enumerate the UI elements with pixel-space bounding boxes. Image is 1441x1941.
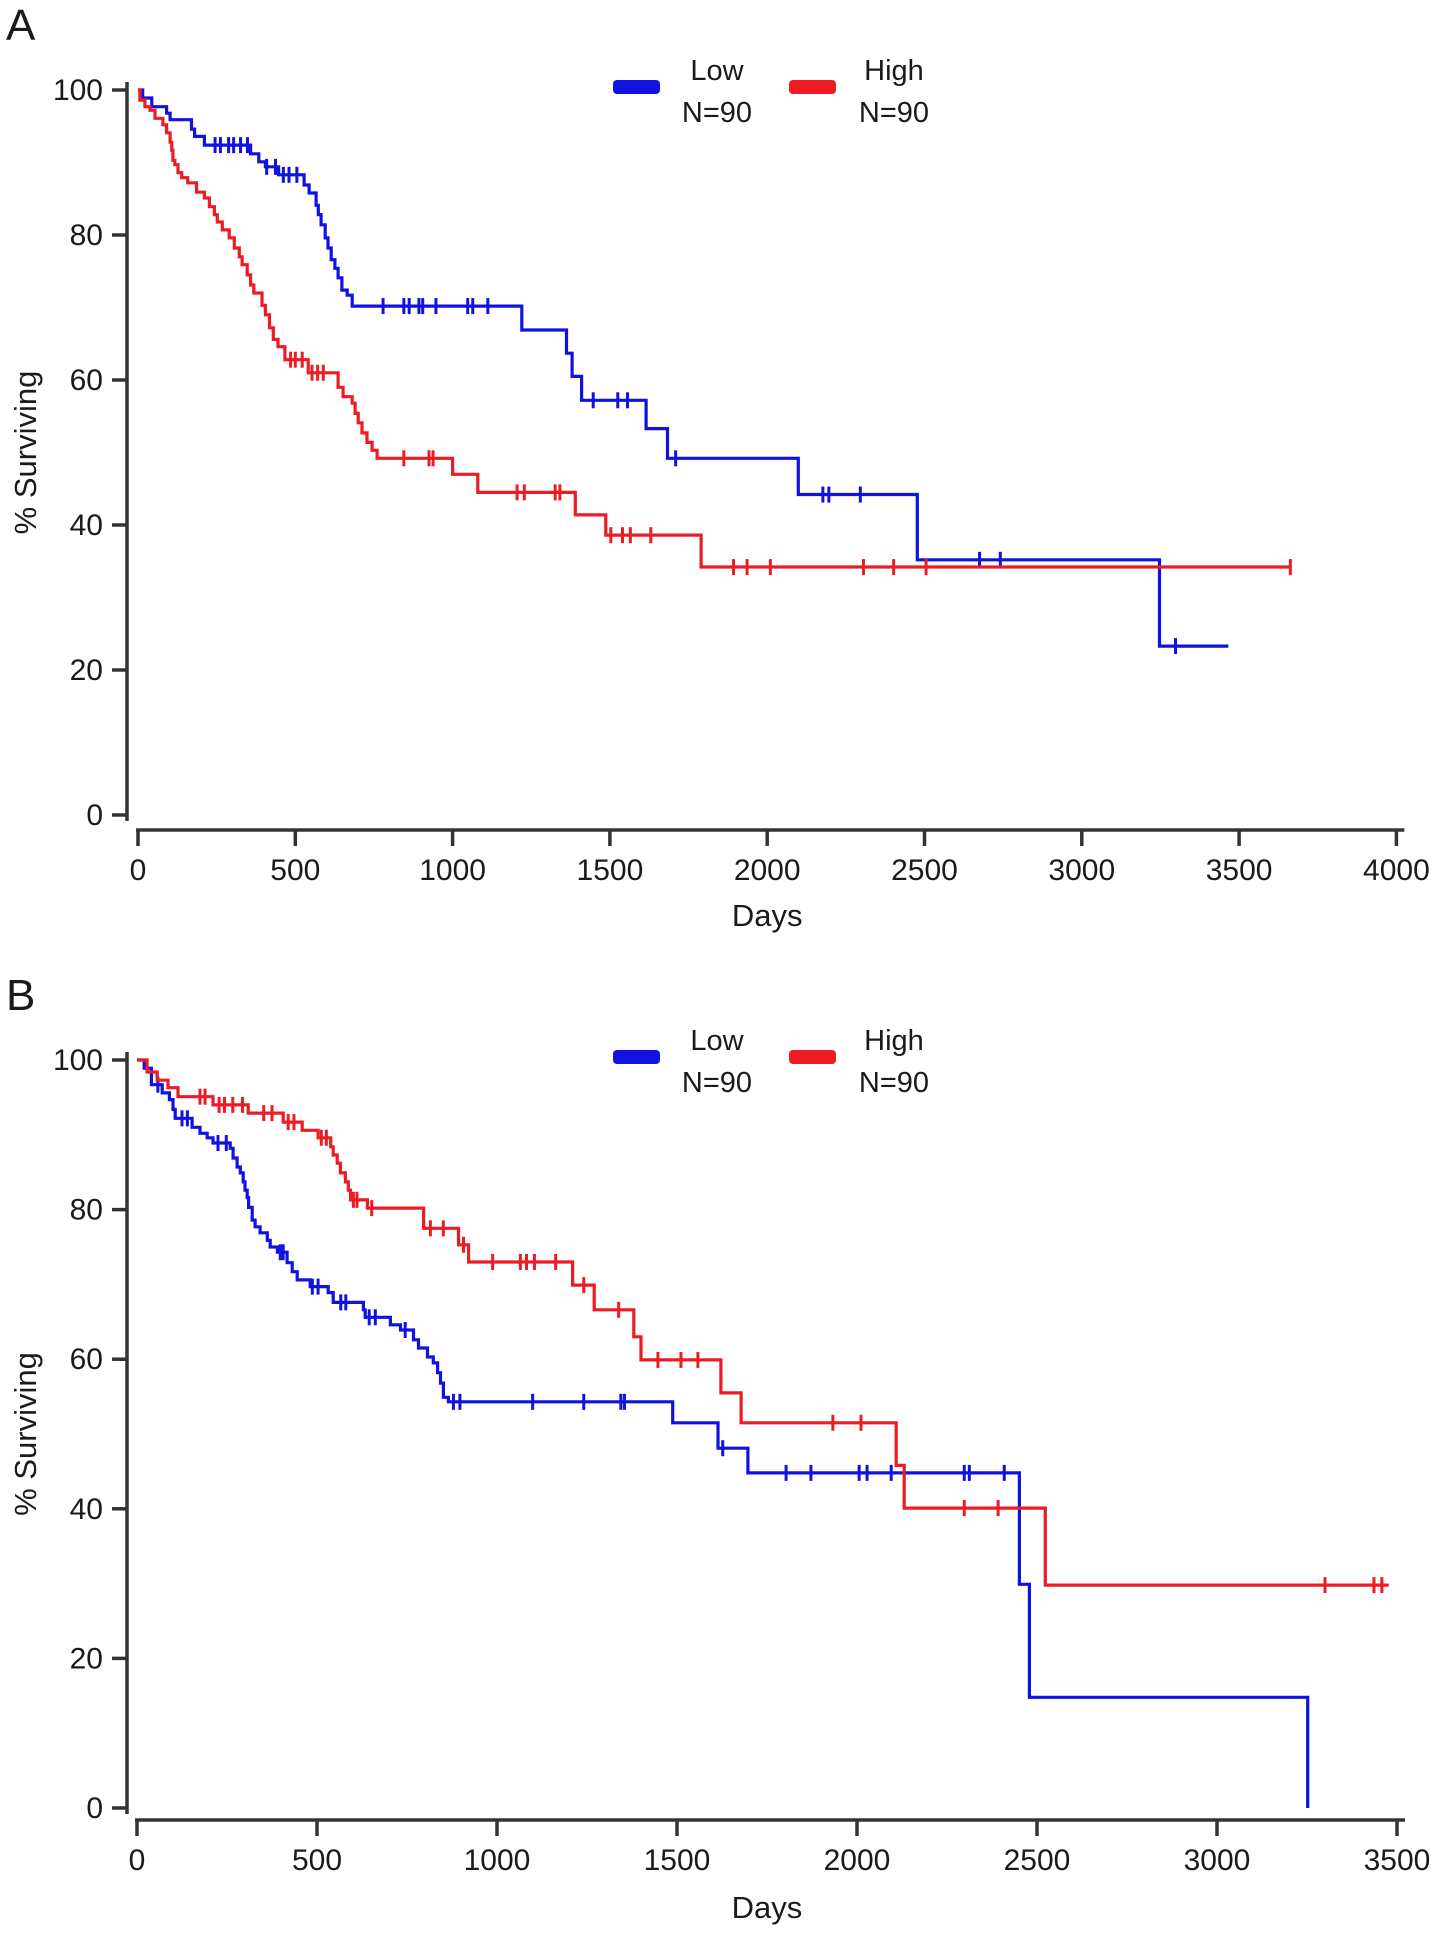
legend-swatch-low [613,1050,660,1064]
x-tick-label: 1500 [644,1844,711,1877]
y-tick-label: 80 [70,1194,103,1227]
panel-a: A 0 20 40 60 80 100 0 500 1000 1500 2000 2500 3000 35… [0,0,1441,970]
x-tick-label: 2500 [1004,1844,1071,1877]
survival-curve-low [137,1058,1310,1808]
x-tick-label: 0 [130,854,147,887]
y-tick-label: 40 [70,1493,103,1526]
survival-curve-high [137,1058,1389,1587]
x-tick-label: 4000 [1363,854,1430,887]
y-tick-label: 60 [70,1343,103,1376]
x-tick-label: 1000 [419,854,486,887]
y-tick-label: 20 [70,1642,103,1675]
x-tick-label: 2500 [891,854,958,887]
y-tick-label: 0 [86,1792,103,1825]
y-tick-label: 100 [53,1044,103,1077]
x-tick-label: 500 [270,854,320,887]
x-tick-label: 3500 [1206,854,1273,887]
y-tick-label: 60 [70,364,103,397]
y-axis-title: % Surviving [8,1352,43,1516]
y-tick-label: 80 [70,219,103,252]
y-tick-label: 20 [70,654,103,687]
panel-b-letter: B [6,971,36,1020]
legend-swatch-low [613,80,660,94]
legend-n-low: N=90 [682,1067,752,1099]
x-tick-label: 1000 [464,1844,531,1877]
legend-label-low: Low [690,55,744,87]
legend-label-high: High [864,1025,924,1057]
panel-a-letter: A [6,1,36,50]
y-tick-label: 40 [70,509,103,542]
legend-n-low: N=90 [682,97,752,129]
legend-label-high: High [864,55,924,87]
panel-b: B 0 20 40 60 80 100 0 500 1000 1500 2000 2500 3000 35… [0,970,1441,1941]
y-axis-title: % Surviving [8,371,43,535]
legend-swatch-high [789,80,836,94]
y-tick-label: 100 [53,74,103,107]
x-axis-title: Days [732,898,803,933]
legend-swatch-high [789,1050,836,1064]
x-tick-label: 0 [129,1844,146,1877]
x-tick-label: 3000 [1184,1844,1251,1877]
legend-n-high: N=90 [859,1067,929,1099]
x-tick-label: 3500 [1364,1844,1431,1877]
x-tick-label: 2000 [824,1844,891,1877]
survival-curve-high [138,88,1291,569]
x-tick-label: 3000 [1048,854,1115,887]
x-tick-label: 500 [292,1844,342,1877]
x-axis-title: Days [732,1890,803,1925]
legend-n-high: N=90 [859,97,929,129]
x-tick-label: 1500 [577,854,644,887]
survival-curve-low [138,88,1229,648]
x-tick-label: 2000 [734,854,801,887]
y-tick-label: 0 [86,799,103,832]
legend-label-low: Low [690,1025,744,1057]
